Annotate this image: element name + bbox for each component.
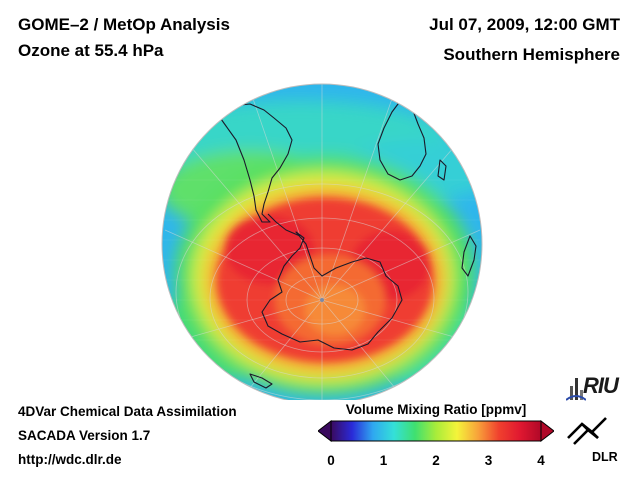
- colorbar-tick-label: 4: [537, 453, 545, 468]
- colorbar-overflow-arrow: [540, 419, 554, 443]
- antarctica-coastline: [261, 231, 403, 351]
- ozone-globe-map: [161, 83, 483, 400]
- south-america-coastline: [215, 103, 293, 223]
- analysis-date: Jul 07, 2009, 12:00 GMT: [429, 15, 620, 34]
- riu-logo-text: RIU: [583, 373, 619, 398]
- footer-method: 4DVar Chemical Data Assimilation: [18, 404, 237, 419]
- riu-logo-icon: [566, 378, 586, 401]
- colorbar-tick-label: 0: [327, 453, 335, 468]
- south-pole-marker: [320, 298, 324, 302]
- australia-coastline: [461, 235, 477, 277]
- colorbar-title: Volume Mixing Ratio [ppmv]: [345, 402, 527, 417]
- map-title: GOME–2 / MetOp Analysis: [18, 15, 230, 34]
- footer-version: SACADA Version 1.7: [18, 428, 151, 443]
- colorbar-gradient: [330, 420, 542, 442]
- coastlines: [215, 95, 477, 395]
- new-zealand-coastline: [249, 373, 273, 389]
- graticule: [164, 84, 481, 400]
- colorbar-tick-label: 3: [484, 453, 493, 468]
- colorbar: [318, 419, 554, 443]
- footer-url-link[interactable]: http://wdc.dlr.de: [18, 452, 122, 467]
- map-subtitle: Ozone at 55.4 hPa: [18, 41, 164, 60]
- colorbar-tick-label: 1: [379, 453, 388, 468]
- africa-coastline: [377, 95, 427, 181]
- hemisphere-label: Southern Hemisphere: [443, 45, 620, 64]
- colorbar-underflow-arrow: [318, 419, 332, 443]
- dlr-logo-icon: [567, 417, 607, 445]
- dlr-logo-text: DLR: [592, 450, 618, 464]
- colorbar-tick-label: 2: [432, 453, 440, 468]
